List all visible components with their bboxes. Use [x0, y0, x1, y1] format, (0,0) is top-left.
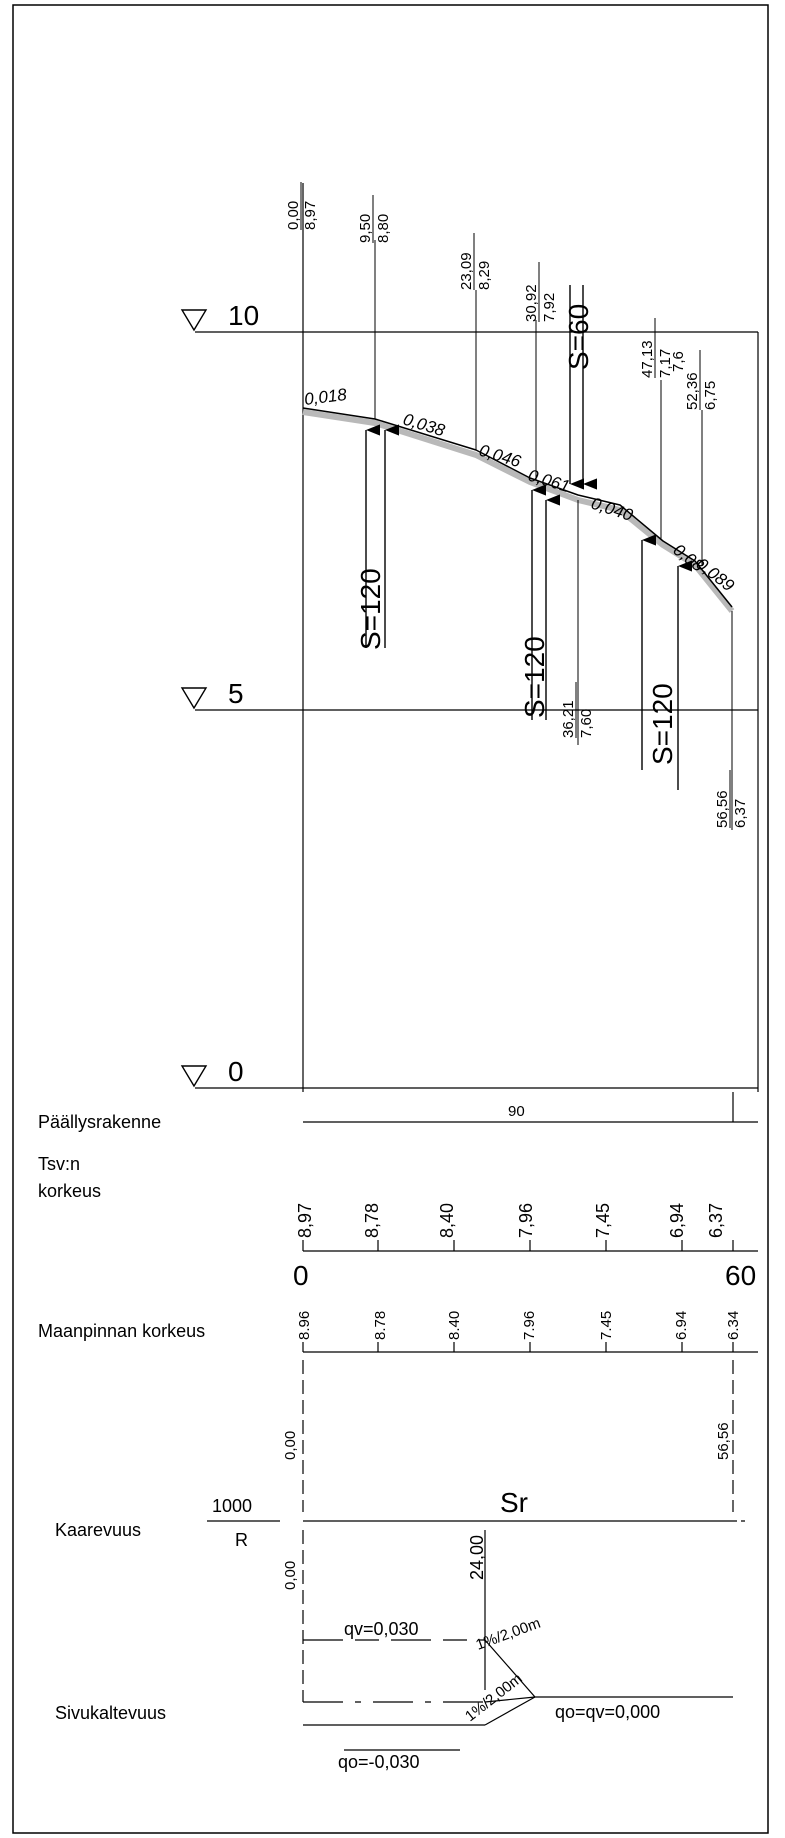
crossfall-lines: [302, 1530, 733, 1751]
crossfall-qo-qv: qo=qv=0,000: [555, 1702, 660, 1722]
tsv-value: 8,40: [437, 1203, 457, 1238]
profile-point-7: 56,56 6,37: [714, 770, 749, 828]
sight-label-3: S=120: [519, 636, 550, 718]
tsv-value: 7,45: [593, 1203, 613, 1238]
height-label: 6,75: [702, 381, 719, 410]
sight-arrow-4: [641, 534, 692, 790]
level-label-5: 5: [228, 678, 244, 709]
tsv-axis: [302, 1240, 758, 1252]
station-label: 56,56: [714, 790, 731, 828]
curvature-type: Sr: [500, 1487, 528, 1518]
ground-row-label: Maanpinnan korkeus: [38, 1321, 205, 1341]
height-label: 8,80: [375, 214, 392, 243]
ground-value: 6.34: [725, 1311, 742, 1340]
sight-arrow-3: [531, 484, 560, 720]
sight-arrow-2: [569, 285, 597, 490]
profile-point-2: 23,09 8,29: [458, 233, 493, 290]
tsv-value: 8,78: [362, 1203, 382, 1238]
page-frame: [12, 4, 769, 1834]
profile-frame: [195, 183, 759, 1092]
crossfall-start: 0,00: [282, 1561, 299, 1590]
height-label: 8,97: [302, 201, 319, 230]
ground-value: 8.78: [372, 1311, 389, 1340]
crossfall-row-label: Sivukaltevuus: [55, 1703, 166, 1723]
crossfall-transition-lower: 1%/2,00m: [462, 1670, 526, 1725]
sight-arrow-1: [365, 424, 399, 648]
sight-label-2: S=60: [563, 304, 594, 370]
level-label-0: 0: [228, 1056, 244, 1087]
tsv-scale-end: 60: [725, 1260, 756, 1291]
profile-point-6: 52,36 6,75: [684, 350, 719, 410]
level-marker-5: 5: [180, 678, 244, 710]
height-label: 7,92: [541, 293, 558, 322]
tsv-value: 8,97: [295, 1203, 315, 1238]
station-label: 36,21: [560, 700, 577, 738]
station-label: 9,50: [357, 214, 374, 243]
profile-point-4: 36,21 7,60: [560, 682, 595, 738]
structure-row-box: [303, 1092, 758, 1123]
tsv-row-label-line1: Tsv:n: [38, 1154, 80, 1174]
level-marker-0: 0: [180, 1056, 244, 1088]
profile-point-3: 30,92 7,92: [523, 262, 558, 322]
profile-grade-line: [302, 407, 733, 608]
station-label: 47,13: [639, 340, 656, 378]
height-label: 8,29: [476, 261, 493, 290]
ground-value: 6.94: [673, 1311, 690, 1340]
tsv-value: 6,37: [706, 1203, 726, 1238]
curvature-lines: [302, 1360, 748, 1522]
curvature-numerator: 1000: [212, 1496, 252, 1516]
curvature-end: 56,56: [715, 1422, 732, 1460]
profile-point-1: 9,50 8,80: [357, 195, 392, 243]
crossfall-qv: qv=0,030: [344, 1619, 419, 1639]
station-label: 23,09: [458, 252, 475, 290]
ground-value: 7.96: [521, 1311, 538, 1340]
crossfall-qo: qo=-0,030: [338, 1752, 420, 1772]
station-label: 30,92: [523, 284, 540, 322]
sight-label-1: S=120: [355, 568, 386, 650]
level-marker-10: 10: [180, 300, 259, 332]
height-label: 7,17: [657, 349, 674, 378]
structure-row-label: Päällysrakenne: [38, 1112, 161, 1132]
slope-label: 0,040: [589, 494, 636, 525]
height-label: 7,60: [578, 709, 595, 738]
extra-height-label: 7,6: [670, 351, 687, 372]
curvature-start: 0,00: [282, 1431, 299, 1460]
profile-point-5: 47,13 7,17: [639, 318, 674, 378]
ground-value: 8.40: [446, 1311, 463, 1340]
crossfall-break-station: 24,00: [467, 1535, 487, 1580]
curvature-row-label: Kaarevuus: [55, 1520, 141, 1540]
ground-value: 8.96: [296, 1311, 313, 1340]
ground-axis: [302, 1342, 758, 1353]
slope-label: 0,018: [303, 385, 348, 409]
station-lines: [302, 190, 733, 830]
crossfall-transition-upper: 1%/2,00m: [474, 1615, 543, 1654]
curvature-denominator: R: [235, 1530, 248, 1550]
ground-value: 7.45: [598, 1311, 615, 1340]
tsv-value: 6,94: [667, 1203, 687, 1238]
station-label: 52,36: [684, 372, 701, 410]
tsv-scale-start: 0: [293, 1260, 309, 1291]
sight-label-4: S=120: [647, 683, 678, 765]
station-label: 0,00: [285, 201, 302, 230]
structure-row-value: 90: [508, 1103, 525, 1120]
height-label: 6,37: [732, 799, 749, 828]
level-label-10: 10: [228, 300, 259, 331]
profile-point-0: 0,00 8,97: [285, 182, 319, 230]
tsv-row-label-line2: korkeus: [38, 1181, 101, 1201]
tsv-value: 7,96: [516, 1203, 536, 1238]
